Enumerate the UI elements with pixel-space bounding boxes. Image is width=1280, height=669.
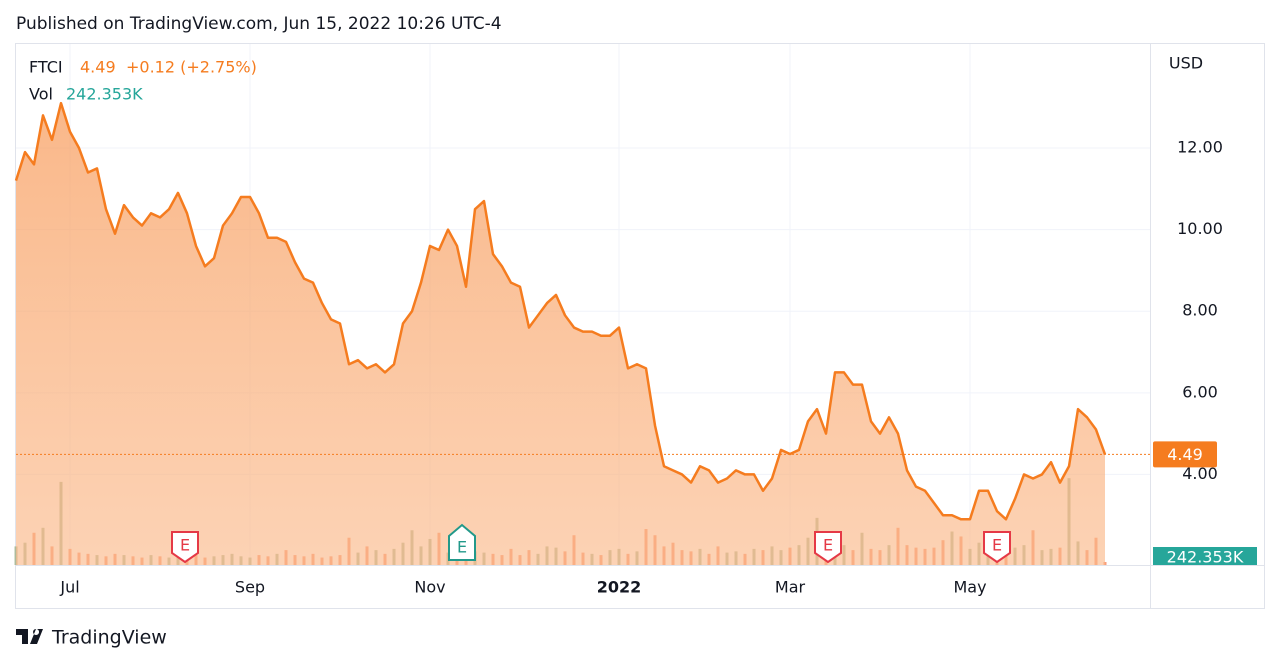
x-tick-label: Jul bbox=[59, 578, 79, 597]
event-marker bbox=[814, 531, 842, 564]
x-tick-label: Mar bbox=[775, 578, 806, 597]
volume-last: 242.353K bbox=[66, 85, 143, 104]
chart-title: Published on TradingView.com, Jun 15, 20… bbox=[16, 14, 502, 34]
last-price-box bbox=[1153, 441, 1217, 468]
last-price-label: 4.49 bbox=[1167, 445, 1203, 464]
volume-last-label: 242.353K bbox=[1167, 548, 1244, 567]
event-marker bbox=[448, 523, 476, 561]
x-tick-label: Sep bbox=[235, 578, 265, 597]
event-marker bbox=[983, 531, 1011, 564]
event-label: E bbox=[992, 536, 1002, 555]
logo: TradingView bbox=[16, 627, 167, 649]
y-tick-label: 6.00 bbox=[1182, 382, 1218, 401]
line bbox=[14, 101, 1107, 521]
volume-box bbox=[1153, 547, 1257, 565]
y-tick-label: 10.00 bbox=[1177, 219, 1223, 238]
area bbox=[16, 103, 1105, 566]
event-marker bbox=[171, 531, 199, 564]
price-change: +0.12 (+2.75%) bbox=[126, 58, 257, 77]
brand: TradingView bbox=[51, 627, 167, 649]
last-price: 4.49 bbox=[80, 58, 116, 77]
symbol: FTCI bbox=[29, 58, 63, 77]
y-tick-label: 8.00 bbox=[1182, 301, 1218, 320]
y-tick-label: 12.00 bbox=[1177, 138, 1223, 157]
event-label: E bbox=[823, 536, 833, 555]
x-tick-label: Nov bbox=[414, 578, 445, 597]
volume-name: Vol bbox=[29, 85, 53, 104]
event-label: E bbox=[180, 536, 190, 555]
chart-frame bbox=[15, 43, 1265, 609]
currency-label: USD bbox=[1169, 54, 1203, 73]
x-tick-label: 2022 bbox=[597, 578, 642, 597]
logo-icon bbox=[16, 629, 43, 644]
event-label: E bbox=[457, 538, 467, 557]
y-tick-label: 4.00 bbox=[1182, 464, 1218, 483]
x-tick-label: May bbox=[953, 578, 986, 597]
